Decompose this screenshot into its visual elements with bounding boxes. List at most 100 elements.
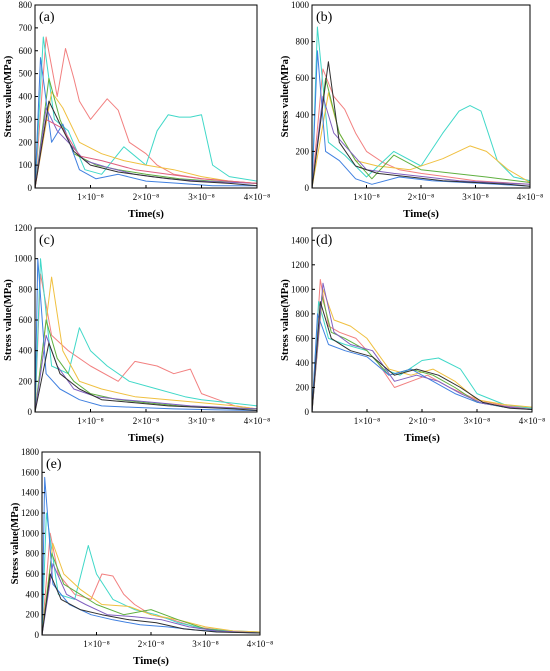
- y-tick-label: 1800: [21, 447, 40, 457]
- series-line-7: [42, 573, 260, 635]
- y-tick-label: 400: [296, 110, 310, 120]
- series-line-6: [312, 96, 530, 188]
- plot-frame: [34, 227, 258, 413]
- x-tick-label: 3×10⁻⁸: [464, 416, 490, 426]
- series-line-1: [312, 68, 530, 188]
- y-tick-label: 800: [19, 284, 33, 294]
- y-tick-label: 200: [296, 382, 310, 392]
- x-tick-label: 3×10⁻⁸: [192, 639, 218, 649]
- series-line-3: [42, 543, 260, 635]
- y-tick-label: 1000: [21, 528, 40, 538]
- x-axis-label: Time(s): [133, 655, 169, 667]
- x-axis-label: Time(s): [128, 208, 164, 220]
- series-line-2: [42, 512, 260, 635]
- y-tick-label: 200: [19, 376, 33, 386]
- series-line-8: [35, 100, 257, 188]
- series-line-4: [312, 295, 532, 412]
- x-tick-label: 1×10⁻⁸: [77, 192, 103, 202]
- y-axis-label: Stress value(MPa): [10, 502, 21, 584]
- y-tick-label: 400: [296, 358, 310, 368]
- x-tick-label: 4×10⁻⁸: [247, 639, 273, 649]
- series-line-4: [42, 553, 260, 635]
- y-tick-label: 200: [296, 146, 310, 156]
- y-tick-label: 1000: [291, 284, 310, 294]
- y-tick-label: 1200: [14, 223, 33, 233]
- y-tick-label: 0: [28, 407, 33, 417]
- chart-panel-4: 0 200 400 600 800 1000 1200 1400 1×10⁻⁸ 2×10⁻⁸ 3×1…: [280, 227, 545, 444]
- x-tick-label: 3×10⁻⁸: [188, 416, 214, 426]
- plot-frame: [34, 4, 258, 189]
- x-tick-label: 2×10⁻⁸: [138, 639, 164, 649]
- series-line-1: [35, 273, 257, 412]
- series-line-4: [312, 77, 530, 188]
- y-tick-label: 1400: [291, 235, 310, 245]
- y-tick-label: 0: [35, 630, 40, 640]
- series-line-3: [35, 276, 257, 412]
- y-tick-label: 700: [19, 23, 33, 33]
- panel-label: (e): [46, 457, 62, 472]
- series-line-5: [42, 476, 260, 635]
- series-line-6: [42, 563, 260, 635]
- series-line-7: [35, 342, 257, 412]
- series-line-7: [312, 301, 532, 412]
- x-tick-label: 1×10⁻⁸: [353, 192, 379, 202]
- y-tick-label: 800: [296, 309, 310, 319]
- y-tick-label: 600: [296, 333, 310, 343]
- y-tick-label: 1600: [21, 467, 40, 477]
- series-line-5: [312, 50, 530, 188]
- y-tick-label: 600: [19, 46, 33, 56]
- plot-frame: [311, 227, 533, 413]
- y-tick-label: 600: [296, 73, 310, 83]
- x-axis-label: Time(s): [128, 432, 164, 444]
- y-tick-label: 400: [19, 92, 33, 102]
- series-line-2: [312, 301, 532, 412]
- x-tick-label: 4×10⁻⁸: [517, 192, 543, 202]
- series-line-5: [35, 258, 257, 412]
- x-tick-label: 2×10⁻⁸: [133, 416, 159, 426]
- x-tick-label: 1×10⁻⁸: [83, 639, 109, 649]
- x-tick-label: 3×10⁻⁸: [462, 192, 488, 202]
- y-axis-label: Stress value(MPa): [3, 279, 14, 361]
- series-line-7: [35, 118, 257, 188]
- panel-label: (a): [39, 10, 55, 25]
- y-tick-label: 0: [305, 407, 310, 417]
- y-tick-label: 100: [19, 160, 33, 170]
- x-tick-label: 4×10⁻⁸: [244, 192, 270, 202]
- y-tick-label: 800: [26, 549, 40, 559]
- panel-label: (b): [316, 10, 333, 25]
- y-tick-label: 0: [28, 183, 33, 193]
- y-tick-label: 800: [19, 0, 33, 10]
- series-line-3: [35, 91, 257, 188]
- series-line-2: [35, 36, 257, 188]
- series-line-5: [35, 57, 257, 188]
- x-tick-label: 2×10⁻⁸: [133, 192, 159, 202]
- y-tick-label: 1200: [291, 260, 310, 270]
- y-tick-label: 400: [26, 589, 40, 599]
- y-tick-label: 200: [26, 610, 40, 620]
- x-tick-label: 1×10⁻⁸: [354, 416, 380, 426]
- y-tick-label: 300: [19, 114, 33, 124]
- y-tick-label: 600: [26, 569, 40, 579]
- y-tick-label: 400: [19, 346, 33, 356]
- chart-panel-3: 0 200 400 600 800 1000 1200 1×10⁻⁸ 2×10⁻⁸ 3×10⁻⁸ 4…: [3, 223, 270, 444]
- y-tick-label: 1000: [14, 254, 33, 264]
- x-tick-label: 2×10⁻⁸: [409, 416, 435, 426]
- y-tick-label: 800: [296, 37, 310, 47]
- x-tick-label: 4×10⁻⁸: [519, 416, 545, 426]
- x-axis-label: Time(s): [403, 208, 439, 220]
- y-tick-label: 200: [19, 137, 33, 147]
- x-tick-label: 1×10⁻⁸: [77, 416, 103, 426]
- y-tick-label: 600: [19, 315, 33, 325]
- y-tick-label: 0: [305, 183, 310, 193]
- x-tick-label: 4×10⁻⁸: [244, 416, 270, 426]
- series-line-5: [312, 313, 532, 412]
- y-tick-label: 1200: [21, 508, 40, 518]
- y-tick-label: 1000: [291, 0, 310, 10]
- chart-panel-1: 0 100 200 300 400 500 600 700 800 1×10⁻⁸ 2×10⁻⁸ 3×1…: [3, 0, 270, 220]
- panel-label: (c): [39, 233, 55, 248]
- x-axis-label: Time(s): [404, 432, 440, 444]
- y-tick-label: 500: [19, 69, 33, 79]
- x-tick-label: 3×10⁻⁸: [188, 192, 214, 202]
- series-line-7: [312, 61, 530, 188]
